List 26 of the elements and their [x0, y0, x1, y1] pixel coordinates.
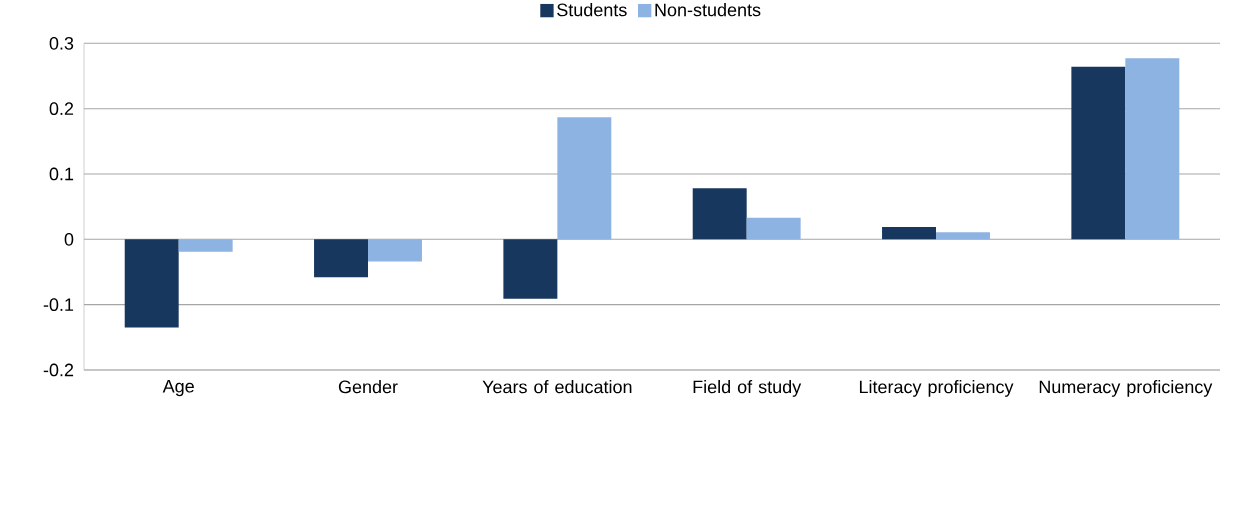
- bar: [557, 117, 612, 240]
- bar: [314, 239, 369, 278]
- bar: [124, 239, 179, 328]
- y-tick-label: -0.1: [43, 298, 74, 312]
- y-tick-label: 0.2: [49, 102, 74, 116]
- bar: [746, 217, 801, 240]
- bar: [936, 232, 990, 240]
- legend-label: Non-students: [655, 3, 761, 17]
- y-tick-label: -0.2: [43, 363, 74, 377]
- x-tick-label: Literacy proficiency: [859, 380, 1014, 397]
- y-tick-label: 0: [64, 232, 74, 246]
- x-tick-label: Age: [162, 380, 194, 397]
- bar: [882, 226, 937, 240]
- bar: [178, 239, 233, 252]
- bar: [368, 239, 422, 262]
- y-tick-label: 0.3: [49, 36, 74, 50]
- y-tick-label: 0.1: [49, 167, 74, 181]
- x-tick-label: Years of education: [482, 380, 632, 394]
- bar: [503, 239, 558, 299]
- bar: [692, 188, 747, 240]
- x-tick-label: Field of study: [693, 380, 802, 397]
- legend-label: Students: [557, 3, 627, 17]
- x-tick-label: Numeracy proficiency: [1039, 380, 1213, 397]
- bar: [1125, 58, 1180, 240]
- bar: [1071, 66, 1126, 240]
- x-tick-label: Gender: [338, 380, 398, 394]
